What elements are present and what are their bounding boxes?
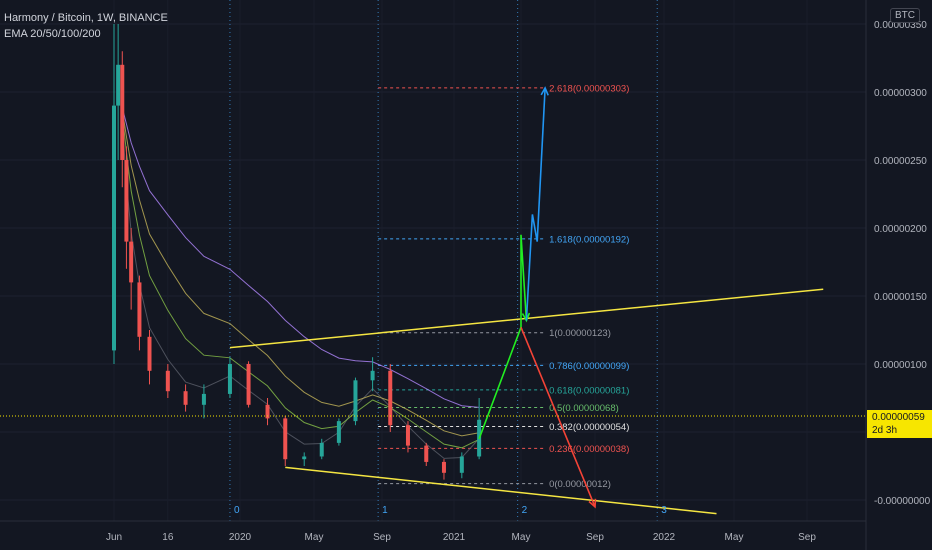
candle-body — [124, 160, 129, 242]
candle-body — [319, 442, 324, 457]
indicator-label: EMA 20/50/100/200 — [4, 28, 101, 40]
fib-retracement[interactable]: 2.618(0.00000303) 1.618(0.00000192) 1(0.00… — [378, 83, 629, 490]
fib-level-label: 0(0.00000012) — [549, 479, 611, 490]
candle-body — [165, 370, 170, 392]
chart-legend: Harmony / Bitcoin, 1W, BINANCE EMA 20/50… — [4, 10, 168, 42]
cycle-label: 2 — [522, 505, 528, 516]
price-tick-label: 0.00000200 — [874, 224, 927, 235]
ema-line — [121, 107, 480, 408]
time-tick-label: Sep — [586, 532, 604, 543]
bar-countdown: 2d 3h — [872, 425, 898, 436]
time-tick-label: 2022 — [653, 532, 676, 543]
price-tick-label: -0.00000000 — [874, 496, 931, 507]
price-tick-label: 0.00000300 — [874, 88, 927, 99]
candle-body — [116, 64, 121, 106]
candle-body — [283, 418, 288, 460]
price-tick-label: 0.00000250 — [874, 156, 927, 167]
candle-body — [147, 336, 152, 371]
currency-badge[interactable]: BTC — [890, 8, 920, 23]
red-path-arrowhead — [588, 498, 597, 509]
ema-line — [121, 109, 480, 437]
fib-level-label: 1.618(0.00000192) — [549, 234, 629, 245]
fib-level-label: 2.618(0.00000303) — [549, 83, 629, 94]
blue-path-arrowhead — [540, 86, 549, 96]
red-path — [520, 326, 596, 508]
candle-body — [405, 425, 410, 446]
candle-body — [370, 370, 375, 381]
candle-body — [459, 456, 464, 473]
fib-level-label: 1(0.00000123) — [549, 328, 611, 339]
cycle-label: 0 — [234, 505, 240, 516]
trend-line-lower — [285, 466, 717, 515]
time-tick-label: 2021 — [443, 532, 466, 543]
time-tick-label: May — [512, 532, 531, 543]
time-tick-label: Jun — [106, 532, 122, 543]
candle-body — [112, 105, 116, 351]
candle-body — [336, 421, 341, 443]
last-price-value: 0.00000059 — [872, 412, 925, 423]
candle-body — [201, 393, 206, 405]
time-tick-label: Sep — [798, 532, 816, 543]
cycle-lines — [229, 0, 658, 521]
time-tick-label: Sep — [373, 532, 391, 543]
projection-paths[interactable] — [478, 86, 597, 509]
candle-body — [120, 64, 125, 160]
time-tick-label: May — [305, 532, 324, 543]
candle-body — [129, 241, 134, 283]
candle-body — [227, 364, 232, 394]
cycle-label: 1 — [382, 505, 388, 516]
cycle-label: 3 — [661, 505, 667, 516]
candle-body — [424, 445, 429, 462]
fib-level-label: 0.786(0.00000099) — [549, 361, 629, 372]
candlestick-series[interactable] — [112, 24, 482, 480]
green-path — [478, 234, 528, 440]
time-tick-label: 16 — [162, 532, 174, 543]
time-tick-label: May — [725, 532, 744, 543]
fib-level-label: 0.236(0.00000038) — [549, 444, 629, 455]
fib-level-label: 0.618(0.00000081) — [549, 385, 629, 396]
time-axis[interactable]: Jun 16 2020 May Sep 2021 May Sep 2022 May Sep — [106, 532, 816, 543]
candle-body — [246, 364, 251, 405]
time-tick-label: 2020 — [229, 532, 252, 543]
price-tick-label: 0.00000100 — [874, 360, 927, 371]
fib-level-label: 0.382(0.00000054) — [549, 422, 629, 433]
candle-body — [388, 370, 393, 426]
candle-body — [183, 391, 188, 405]
ema-line — [121, 122, 480, 459]
candle-body — [441, 461, 446, 473]
price-tick-label: 0.00000150 — [874, 292, 927, 303]
fib-level-label: 0.5(0.00000068) — [549, 403, 619, 414]
candle-body — [353, 380, 358, 422]
price-tick-label: 0.00000350 — [874, 20, 927, 31]
blue-path — [525, 87, 546, 321]
symbol-title: Harmony / Bitcoin, 1W, BINANCE — [4, 12, 168, 24]
candle-body — [137, 282, 142, 337]
candle-body — [265, 404, 270, 419]
last-price-tag: 0.00000059 2d 3h — [867, 410, 932, 438]
ema-line — [121, 113, 480, 449]
candle-body — [302, 456, 307, 460]
cycle-labels: 0 1 2 3 — [234, 505, 667, 516]
